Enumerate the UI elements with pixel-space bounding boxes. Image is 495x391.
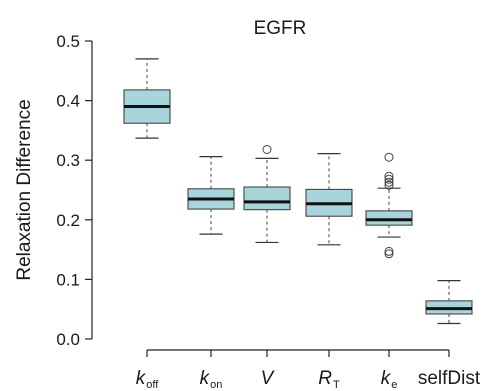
box-0: [123, 58, 171, 139]
x-tick-label: selfDist: [418, 368, 481, 389]
chart-title: EGFR: [254, 18, 307, 39]
x-tick-label-subscript: off: [146, 379, 159, 391]
y-axis: 0.0 0.1 0.2 0.3 0.4 0.5: [56, 32, 93, 349]
box-5: [425, 279, 473, 325]
outlier-point: [384, 171, 394, 181]
x-tick-label-subscript: T: [333, 379, 340, 391]
x-tick-label: RT: [318, 368, 340, 391]
box-3: [305, 153, 353, 246]
x-tick-label-main: k: [381, 368, 392, 389]
boxes-group: [123, 58, 473, 325]
x-tick-label: V: [261, 368, 276, 389]
box-1: [187, 156, 235, 235]
x-tick-label-main: k: [200, 368, 211, 389]
outlier-point: [384, 180, 394, 190]
x-tick-label-main: R: [318, 368, 332, 389]
outlier-point: [384, 177, 394, 187]
x-tick-label: ke: [381, 368, 398, 391]
box-2: [243, 144, 291, 244]
outlier-point: [384, 174, 394, 184]
y-tick-label: 0.5: [56, 32, 80, 51]
iqr-box: [243, 186, 291, 211]
x-tick-label: koff: [136, 368, 159, 391]
outlier-point: [384, 249, 394, 259]
outlier-point: [384, 246, 394, 256]
x-tick-label-main: V: [261, 368, 276, 389]
box-4: [365, 152, 413, 259]
x-tick-label: kon: [200, 368, 223, 391]
y-axis-label: Relaxation Difference: [14, 99, 35, 280]
y-tick-label: 0.1: [56, 270, 80, 289]
x-tick-label-subscript: on: [210, 379, 222, 391]
outlier-point: [262, 144, 272, 154]
x-tick-label-subscript: e: [391, 379, 397, 391]
y-tick-label: 0.4: [56, 92, 80, 111]
y-tick-label: 0.2: [56, 211, 80, 230]
x-tick-label-main: k: [136, 368, 147, 389]
iqr-box: [365, 210, 413, 226]
outlier-point: [384, 152, 394, 162]
y-tick-label: 0.0: [56, 330, 80, 349]
x-tick-label-main: selfDist: [418, 368, 481, 389]
y-tick-label: 0.3: [56, 151, 80, 170]
x-axis: koff kon V RT ke selfDist: [136, 349, 481, 391]
